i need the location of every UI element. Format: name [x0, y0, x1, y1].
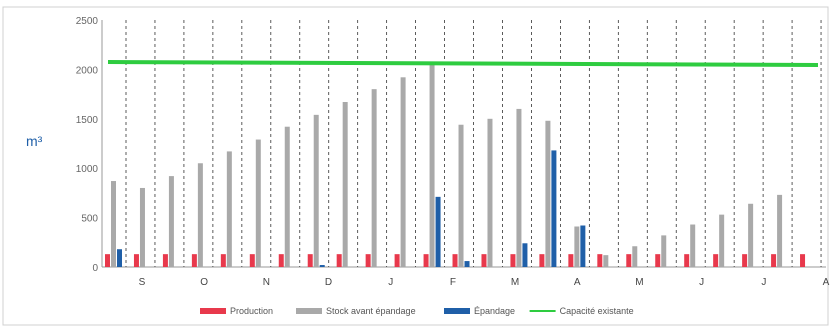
- x-month-label: A: [574, 277, 581, 288]
- bar-production-24: [771, 254, 777, 267]
- bar-stock-avant-pandage-7: [284, 126, 290, 267]
- bar-production-17: [568, 254, 574, 267]
- y-tick-label: 2500: [76, 16, 99, 27]
- bar-stock-avant-pandage-22: [719, 214, 725, 267]
- bar--pandage-16: [551, 150, 557, 267]
- bar-production-16: [539, 254, 545, 267]
- bar-production-25: [800, 254, 806, 267]
- bar-production-6: [249, 254, 255, 267]
- legend-label: Stock avant épandage: [326, 306, 416, 316]
- bar-stock-avant-pandage-14: [487, 118, 493, 267]
- bar-production-22: [713, 254, 719, 267]
- bar-production-21: [684, 254, 690, 267]
- bar-stock-avant-pandage-6: [255, 139, 261, 267]
- legend-swatch: [444, 308, 470, 314]
- bar-stock-avant-pandage-8: [313, 114, 319, 268]
- bar-production-12: [423, 254, 429, 267]
- x-month-label: S: [139, 277, 146, 288]
- x-month-label: J: [699, 277, 704, 288]
- legend-label: Épandage: [474, 306, 515, 316]
- bar-production-11: [394, 254, 400, 267]
- bar-production-19: [626, 254, 632, 267]
- bar-production-4: [191, 254, 197, 267]
- bar-stock-avant-pandage-12: [429, 63, 435, 267]
- x-month-label: N: [263, 277, 270, 288]
- bar-stock-avant-pandage-21: [690, 224, 696, 267]
- bar-stock-avant-pandage-18: [603, 255, 609, 267]
- bar--pandage-8: [319, 265, 325, 267]
- bar-stock-avant-pandage-15: [516, 108, 522, 267]
- legend-swatch: [296, 308, 322, 314]
- bar-production-8: [307, 254, 313, 267]
- y-tick-label: 0: [92, 263, 98, 274]
- x-month-label: J: [761, 277, 766, 288]
- x-month-label: D: [325, 277, 332, 288]
- y-tick-label: 2000: [76, 65, 99, 76]
- legend-swatch: [200, 308, 226, 314]
- bar-stock-avant-pandage-1: [111, 181, 116, 267]
- bar-production-7: [278, 254, 284, 267]
- bar-production-3: [162, 254, 168, 267]
- x-month-label: O: [200, 277, 208, 288]
- x-month-label: J: [388, 277, 393, 288]
- bar-production-13: [452, 254, 458, 267]
- bar-stock-avant-pandage-5: [226, 151, 232, 267]
- bar-production-23: [742, 254, 748, 267]
- bar-production-10: [365, 254, 371, 267]
- bar-production-5: [220, 254, 226, 267]
- bar-production-1: [105, 254, 110, 267]
- chart-frame: [2, 6, 829, 326]
- bar-stock-avant-pandage-3: [168, 176, 174, 267]
- legend-label: Production: [230, 306, 273, 316]
- bar-stock-avant-pandage-19: [632, 246, 638, 267]
- bar-stock-avant-pandage-23: [748, 203, 754, 267]
- bar-production-9: [336, 254, 342, 267]
- bar--pandage-15: [522, 243, 528, 267]
- bar-stock-avant-pandage-20: [661, 235, 667, 267]
- bar-production-18: [597, 254, 603, 267]
- bar-production-20: [655, 254, 661, 267]
- x-month-label: M: [511, 277, 519, 288]
- bar-stock-avant-pandage-17: [574, 226, 580, 267]
- bar-production-2: [133, 254, 139, 267]
- y-tick-label: 500: [81, 214, 98, 225]
- y-tick-label: 1000: [76, 164, 99, 175]
- capacity-line: [107, 59, 819, 67]
- bar-stock-avant-pandage-9: [342, 102, 348, 267]
- bar--pandage-12: [435, 196, 441, 267]
- x-month-label: M: [635, 277, 643, 288]
- y-tick-label: 1500: [76, 115, 99, 126]
- bar--pandage-17: [580, 225, 586, 267]
- bar-stock-avant-pandage-4: [197, 163, 203, 267]
- y-axis-label: m³: [26, 133, 43, 149]
- bar-stock-avant-pandage-11: [400, 77, 406, 267]
- bar-production-14: [481, 254, 487, 267]
- bar-stock-avant-pandage-16: [545, 120, 551, 267]
- bar-stock-avant-pandage-10: [371, 89, 377, 267]
- bar-stock-avant-pandage-24: [777, 194, 783, 267]
- bar--pandage-1: [117, 249, 122, 267]
- bar-production-15: [510, 254, 516, 267]
- legend-label-capacity: Capacité existante: [560, 306, 634, 316]
- x-month-label: F: [450, 277, 456, 288]
- bar-stock-avant-pandage-2: [139, 187, 145, 267]
- x-month-label: A: [823, 277, 830, 288]
- bar--pandage-13: [464, 261, 470, 267]
- bar-stock-avant-pandage-13: [458, 124, 464, 267]
